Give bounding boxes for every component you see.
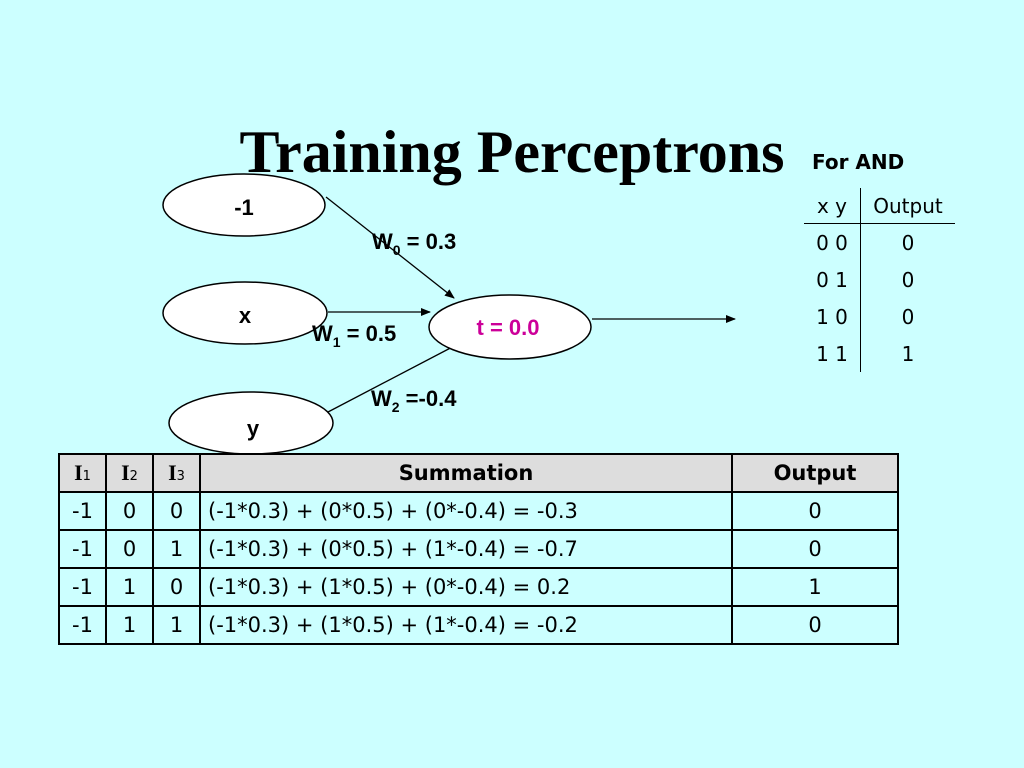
cell-i2: 0 [105,491,154,531]
and-table-caption: For AND [812,150,905,174]
weight-w0-label: W0 = 0.3 [372,229,456,258]
cell-summation: (-1*0.3) + (0*0.5) + (1*-0.4) = -0.7 [199,529,733,569]
and-cell-xy: 1 0 [804,298,861,335]
neuron-node [428,294,592,360]
and-table-row: 1 1 1 [804,335,955,372]
input-node-y-label: y [247,416,260,441]
header-i2: I2 [105,453,154,493]
slide-title: Training Perceptrons [239,119,785,185]
weight-w2-label: W2 =-0.4 [371,386,457,415]
cell-summation: (-1*0.3) + (0*0.5) + (0*-0.4) = -0.3 [199,491,733,531]
and-truth-table: x y Output 0 0 0 0 1 0 1 0 0 1 1 1 [804,188,955,372]
and-cell-output: 0 [901,267,915,292]
input-node-x [162,281,328,345]
input-node-bias-label: -1 [234,195,254,220]
table-row: -1 1 1 (-1*0.3) + (1*0.5) + (1*-0.4) = -… [58,605,899,645]
cell-output: 0 [731,491,899,531]
cell-summation: (-1*0.3) + (1*0.5) + (0*-0.4) = 0.2 [199,567,733,607]
cell-i3: 0 [152,567,201,607]
and-header-xy: x y [804,188,861,224]
table-row: -1 0 0 (-1*0.3) + (0*0.5) + (0*-0.4) = -… [58,491,899,531]
header-i3: I3 [152,453,201,493]
and-table-header-row: x y Output [804,188,955,224]
and-cell-xy: 0 1 [804,261,861,298]
cell-i3: 0 [152,491,201,531]
cell-output: 0 [731,605,899,645]
and-cell-xy: 1 1 [804,335,861,372]
and-cell-xy: 0 0 [804,223,861,261]
cell-summation: (-1*0.3) + (1*0.5) + (1*-0.4) = -0.2 [199,605,733,645]
cell-i1: -1 [58,567,107,607]
and-cell-output: 0 [901,304,915,329]
edge-y-to-neuron [327,342,461,413]
header-summation: Summation [199,453,733,493]
table-row: -1 0 1 (-1*0.3) + (0*0.5) + (1*-0.4) = -… [58,529,899,569]
header-output: Output [731,453,899,493]
and-cell-output: 1 [901,341,915,366]
summation-table: I1 I2 I3 Summation Output -1 0 0 (-1*0.3… [58,453,899,645]
cell-i1: -1 [58,529,107,569]
cell-i2: 1 [105,567,154,607]
cell-i1: -1 [58,605,107,645]
cell-i3: 1 [152,529,201,569]
cell-i3: 1 [152,605,201,645]
and-table-row: 0 0 0 [804,223,955,261]
and-header-output: Output [860,188,955,224]
cell-output: 0 [731,529,899,569]
weight-w1-label: W1 = 0.5 [312,321,396,350]
table-row: -1 1 0 (-1*0.3) + (1*0.5) + (0*-0.4) = 0… [58,567,899,607]
input-node-x-label: x [239,303,252,328]
threshold-label: t = 0.0 [477,315,540,340]
cell-i1: -1 [58,491,107,531]
cell-i2: 0 [105,529,154,569]
header-i1: I1 [58,453,107,493]
and-table-row: 0 1 0 [804,261,955,298]
edge-bias-to-neuron [325,196,455,299]
cell-i2: 1 [105,605,154,645]
cell-output: 1 [731,567,899,607]
and-table-row: 1 0 0 [804,298,955,335]
and-cell-output: 0 [901,230,915,255]
summation-header-row: I1 I2 I3 Summation Output [58,453,899,493]
input-node-bias [162,173,326,237]
